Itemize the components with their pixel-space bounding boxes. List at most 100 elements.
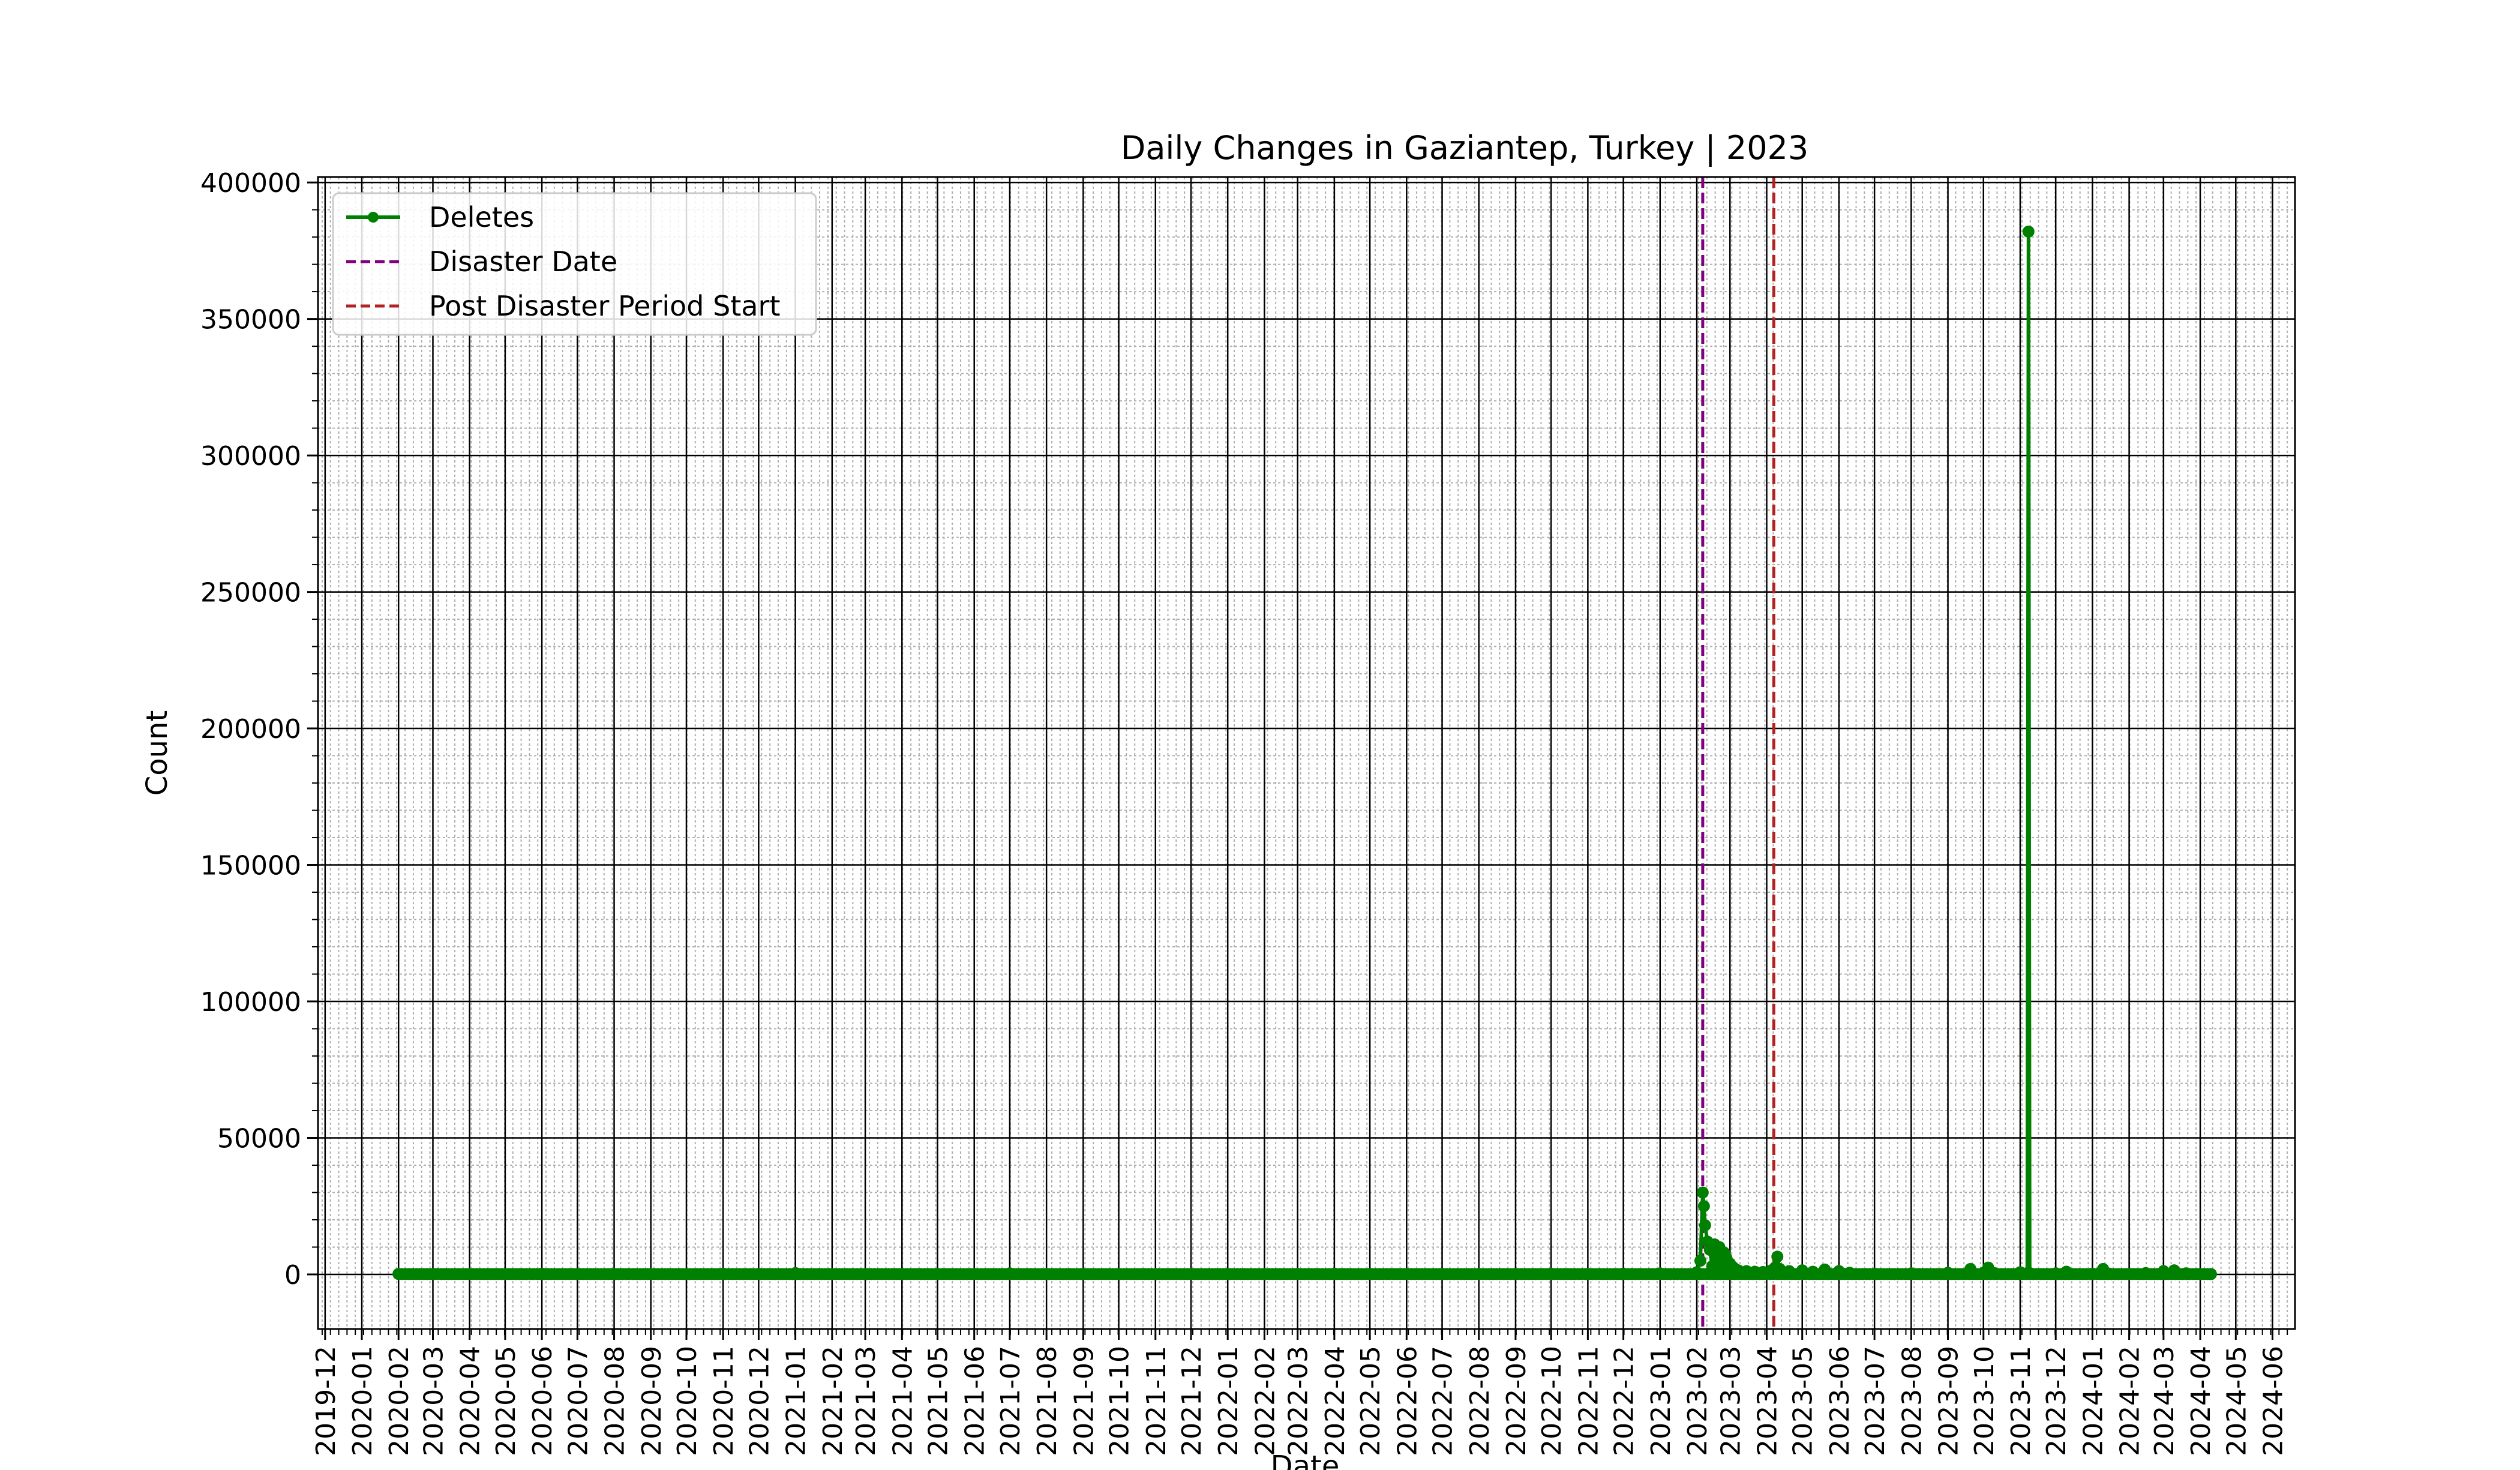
deletes-point — [1771, 1250, 1784, 1263]
major-grid — [318, 177, 2295, 1329]
y-tick-label: 150000 — [200, 851, 301, 881]
y-tick-label: 400000 — [200, 168, 301, 199]
x-tick-label: 2023-02 — [1682, 1346, 1713, 1456]
deletes-point — [896, 1268, 908, 1280]
deletes-point — [2103, 1267, 2116, 1280]
x-tick-label: 2023-04 — [1752, 1346, 1783, 1456]
x-tick-label: 2024-04 — [2186, 1346, 2216, 1456]
x-tick-label: 2020-04 — [455, 1346, 486, 1456]
deletes-point — [931, 1268, 944, 1280]
x-tick-label: 2021-06 — [960, 1346, 991, 1456]
x-tick-label: 2021-11 — [1141, 1346, 1172, 1456]
reference-lines — [1701, 177, 1775, 1329]
x-tick-label: 2023-12 — [2041, 1346, 2072, 1456]
deletes-point — [680, 1268, 692, 1280]
x-axis-ticks: 2019-12 2020-01 2020-02 2020-03 2020-04 2020-… — [311, 1329, 2288, 1456]
deletes-point — [1942, 1267, 1954, 1279]
deletes-point — [1832, 1265, 1845, 1277]
deletes-point — [1843, 1267, 1856, 1279]
deletes-point — [1436, 1268, 1448, 1280]
legend-marker — [368, 212, 379, 223]
legend: Deletes Disaster Date Post Disaster Period… — [332, 192, 817, 336]
x-tick-label: 2023-06 — [1825, 1346, 1855, 1456]
x-tick-label: 2024-01 — [2078, 1346, 2108, 1456]
y-tick-label: 200000 — [200, 714, 301, 745]
y-tick-label: 300000 — [200, 441, 301, 472]
x-tick-label: 2021-05 — [923, 1346, 954, 1456]
x-tick-label: 2022-11 — [1573, 1346, 1604, 1456]
deletes-point — [1696, 1186, 1709, 1199]
legend-label: Deletes — [429, 201, 534, 233]
x-tick-label: 2020-08 — [600, 1346, 631, 1456]
deletes-point — [1545, 1267, 1558, 1280]
deletes-point — [1112, 1268, 1125, 1280]
x-tick-label: 2023-10 — [1969, 1346, 2000, 1456]
x-tick-label: 2023-09 — [1934, 1346, 1964, 1456]
x-tick-label: 2021-07 — [995, 1346, 1026, 1456]
legend-box — [332, 192, 817, 336]
x-tick-label: 2024-02 — [2115, 1346, 2146, 1456]
deletes-point — [2123, 1268, 2135, 1280]
y-axis-label: Count — [140, 710, 174, 796]
y-tick-label: 100000 — [200, 987, 301, 1018]
chart-title: Daily Changes in Gaziantep, Turkey | 202… — [1121, 129, 1809, 167]
x-tick-label: 2023-11 — [2006, 1346, 2036, 1456]
x-tick-label: 2023-01 — [1646, 1346, 1676, 1456]
x-tick-label: 2023-05 — [1788, 1346, 1819, 1456]
x-tick-label: 2020-12 — [744, 1346, 775, 1456]
x-tick-label: 2021-01 — [781, 1346, 812, 1456]
x-tick-label: 2019-12 — [311, 1346, 341, 1456]
deletes-point — [644, 1268, 657, 1280]
x-tick-label: 2020-05 — [491, 1346, 521, 1456]
deletes-point — [1003, 1267, 1016, 1280]
deletes-point — [1654, 1267, 1666, 1280]
x-tick-label: 2024-05 — [2221, 1346, 2252, 1456]
x-tick-label: 2021-12 — [1177, 1346, 1207, 1456]
x-tick-label: 2023-07 — [1860, 1346, 1891, 1456]
x-tick-label: 2024-03 — [2149, 1346, 2180, 1456]
x-tick-label: 2022-09 — [1501, 1346, 1532, 1456]
deletes-point — [2086, 1267, 2099, 1280]
deletes-point — [717, 1267, 730, 1280]
deletes-point — [1774, 1262, 1786, 1275]
deletes-point — [2204, 1268, 2217, 1280]
x-tick-label: 2021-02 — [818, 1346, 848, 1456]
plot-frame — [317, 176, 2296, 1330]
x-tick-label: 2022-08 — [1465, 1346, 1495, 1456]
deletes-point — [1691, 1266, 1703, 1279]
deletes-point — [789, 1267, 802, 1279]
deletes-point — [1699, 1219, 1711, 1232]
y-tick-label: 0 — [284, 1260, 301, 1291]
x-tick-label: 2022-04 — [1320, 1346, 1351, 1456]
deletes-point — [499, 1268, 511, 1280]
x-tick-label: 2022-03 — [1283, 1346, 1314, 1456]
deletes-point — [392, 1268, 405, 1280]
deletes-point — [463, 1268, 476, 1280]
deletes-point — [826, 1268, 838, 1280]
x-tick-label: 2020-10 — [672, 1346, 703, 1456]
deletes-point — [1328, 1267, 1340, 1280]
y-tick-label: 350000 — [200, 305, 301, 335]
x-tick-label: 2022-01 — [1213, 1346, 1244, 1456]
deletes-point — [427, 1268, 439, 1280]
legend-label: Disaster Date — [429, 245, 617, 278]
deletes-point — [1258, 1268, 1271, 1280]
x-tick-label: 2023-08 — [1897, 1346, 1927, 1456]
deletes-point — [571, 1268, 584, 1280]
deletes-point — [2140, 1267, 2152, 1279]
x-tick-label: 2023-03 — [1715, 1346, 1746, 1456]
x-tick-label: 2024-06 — [2258, 1346, 2288, 1456]
deletes-point — [1988, 1267, 2000, 1279]
deletes-point — [1364, 1268, 1376, 1280]
deletes-point — [1868, 1267, 1881, 1280]
deletes-point — [1291, 1268, 1304, 1280]
plot-border — [317, 176, 2296, 1330]
deletes-point — [2060, 1265, 2072, 1278]
deletes-point — [2050, 1267, 2062, 1280]
y-tick-label: 50000 — [217, 1124, 301, 1154]
x-tick-label: 2020-09 — [637, 1346, 667, 1456]
x-tick-label: 2022-10 — [1537, 1346, 1567, 1456]
deletes-point — [1964, 1262, 1977, 1275]
x-tick-label: 2022-06 — [1392, 1346, 1423, 1456]
deletes-point — [1582, 1268, 1594, 1280]
